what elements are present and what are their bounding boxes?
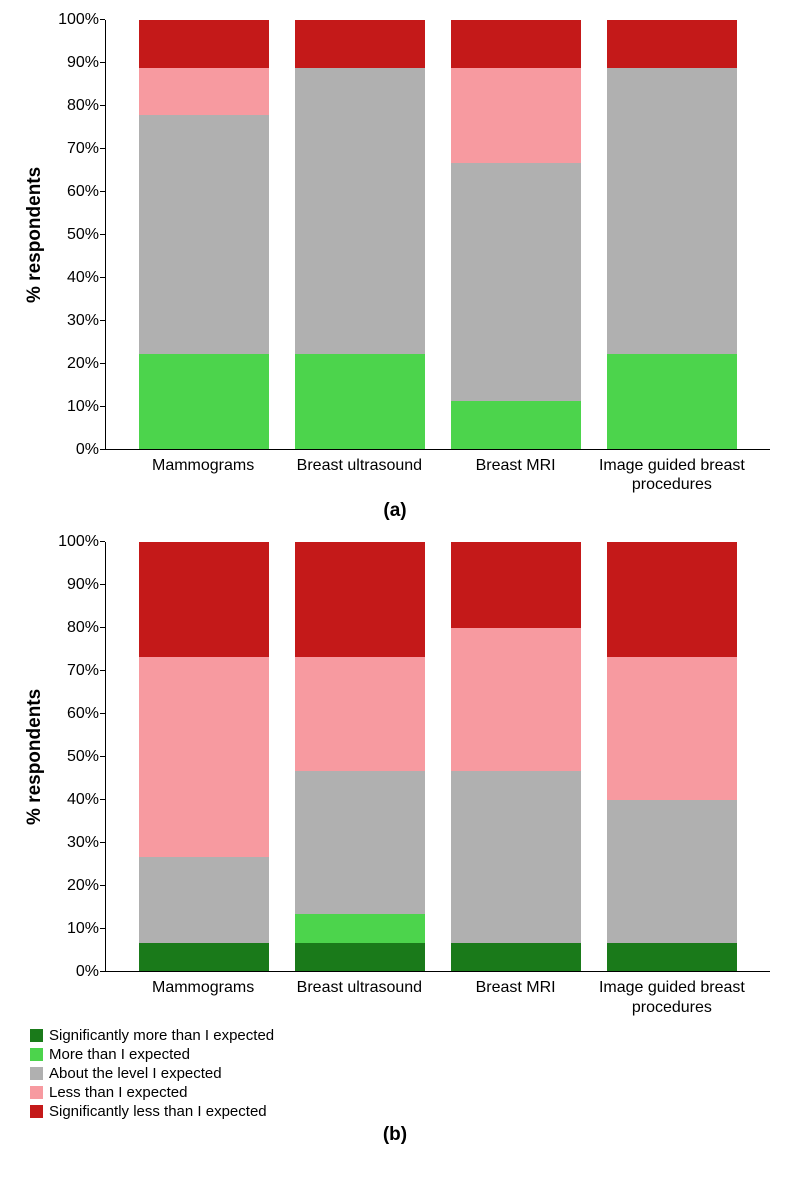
bar-segment-about — [295, 771, 425, 914]
legend-swatch — [30, 1067, 43, 1080]
chart-a-label: (a) — [20, 500, 770, 522]
xtick-label: Image guided breast procedures — [597, 456, 747, 494]
legend-label: Significantly more than I expected — [49, 1027, 274, 1044]
bar-segment-about — [295, 68, 425, 354]
bar-segment-less — [451, 628, 581, 771]
bar-segment-sig_less — [139, 20, 269, 68]
legend-label: Significantly less than I expected — [49, 1103, 267, 1120]
ytick-label: 80% — [67, 97, 99, 115]
legend-item: Less than I expected — [30, 1084, 770, 1101]
ytick-label: 70% — [67, 140, 99, 158]
legend: Significantly more than I expected More t… — [30, 1027, 770, 1120]
chart-b-yaxis: 0%10%20%30%40%50%60%70%80%90%100% — [50, 542, 105, 972]
chart-b: % respondents 0% 10% 20% 30% 40% 50% 60% 70% 80%… — [20, 542, 770, 1016]
bar-column — [139, 542, 269, 971]
chart-b-plot-area: % respondents 0%10%20%30%40%50%60%70%80%… — [20, 542, 770, 972]
bar-segment-less — [451, 68, 581, 163]
bar-segment-sig_more — [139, 943, 269, 972]
chart-b-xaxis: MammogramsBreast ultrasoundBreast MRIIma… — [105, 972, 770, 1016]
bar-segment-sig_less — [451, 20, 581, 68]
ytick-label: 60% — [67, 183, 99, 201]
bar-column — [295, 542, 425, 971]
legend-item: Significantly less than I expected — [30, 1103, 770, 1120]
bar-column — [607, 20, 737, 449]
xtick-label: Breast ultrasound — [284, 456, 434, 494]
chart-b-plot — [105, 542, 770, 972]
xtick-label: Breast MRI — [441, 456, 591, 494]
ytick-label: 90% — [67, 576, 99, 594]
ytick-label: 40% — [67, 269, 99, 287]
bar-segment-about — [139, 115, 269, 354]
xtick-label: Image guided breast procedures — [597, 978, 747, 1016]
chart-a-yaxis: 0%10%20%30%40%50%60%70%80%90%100% — [50, 20, 105, 450]
bar-segment-sig_more — [451, 943, 581, 972]
chart-b-label: (b) — [20, 1124, 770, 1146]
ytick-label: 100% — [58, 11, 99, 29]
bar-segment-more — [139, 354, 269, 449]
chart-a-ylabel: % respondents — [20, 20, 50, 450]
ytick-label: 10% — [67, 920, 99, 938]
bar-segment-about — [607, 800, 737, 943]
ytick-label: 70% — [67, 662, 99, 680]
bar-segment-less — [139, 68, 269, 116]
ytick-label: 0% — [76, 963, 99, 981]
bar-segment-more — [607, 354, 737, 449]
legend-item: About the level I expected — [30, 1065, 770, 1082]
bar-segment-sig_less — [607, 542, 737, 657]
xtick-label: Mammograms — [128, 456, 278, 494]
legend-swatch — [30, 1105, 43, 1118]
bar-segment-about — [451, 771, 581, 943]
legend-item: More than I expected — [30, 1046, 770, 1063]
bar-segment-sig_less — [607, 20, 737, 68]
legend-item: Significantly more than I expected — [30, 1027, 770, 1044]
ytick-label: 90% — [67, 54, 99, 72]
ytick-label: 10% — [67, 398, 99, 416]
bar-segment-sig_less — [295, 542, 425, 656]
bar-segment-about — [139, 857, 269, 943]
ytick-label: 60% — [67, 705, 99, 723]
bar-segment-about — [607, 68, 737, 354]
legend-label: More than I expected — [49, 1046, 190, 1063]
chart-b-ylabel: % respondents — [20, 542, 50, 972]
chart-a-xaxis: MammogramsBreast ultrasoundBreast MRIIma… — [105, 450, 770, 494]
bar-segment-less — [139, 657, 269, 857]
bar-column — [451, 542, 581, 971]
bar-segment-about — [451, 163, 581, 402]
bar-column — [139, 20, 269, 449]
legend-swatch — [30, 1086, 43, 1099]
xtick-label: Breast MRI — [441, 978, 591, 1016]
chart-a: % respondents 0% 10% 20% 30% 40% 50% 60% 70% 80%… — [20, 20, 770, 522]
ytick-label: 50% — [67, 226, 99, 244]
ytick-label: 20% — [67, 355, 99, 373]
bar-segment-sig_less — [451, 542, 581, 628]
ytick-label: 80% — [67, 619, 99, 637]
bar-segment-sig_more — [295, 943, 425, 972]
legend-label: Less than I expected — [49, 1084, 187, 1101]
bar-column — [607, 542, 737, 971]
ytick-label: 20% — [67, 877, 99, 895]
ytick-label: 50% — [67, 748, 99, 766]
bar-segment-sig_more — [607, 943, 737, 972]
ytick-label: 30% — [67, 834, 99, 852]
chart-a-plot-area: % respondents 0%10%20%30%40%50%60%70%80%… — [20, 20, 770, 450]
bar-segment-more — [295, 914, 425, 943]
xtick-label: Breast ultrasound — [284, 978, 434, 1016]
chart-a-plot — [105, 20, 770, 450]
ytick-label: 40% — [67, 791, 99, 809]
bar-column — [295, 20, 425, 449]
bar-segment-more — [451, 401, 581, 449]
xtick-label: Mammograms — [128, 978, 278, 1016]
bar-segment-sig_less — [295, 20, 425, 68]
ytick-label: 0% — [76, 441, 99, 459]
ytick-label: 100% — [58, 533, 99, 551]
legend-label: About the level I expected — [49, 1065, 222, 1082]
bar-segment-less — [607, 657, 737, 800]
legend-swatch — [30, 1048, 43, 1061]
bar-segment-more — [295, 354, 425, 449]
bar-segment-sig_less — [139, 542, 269, 656]
legend-swatch — [30, 1029, 43, 1042]
bar-segment-less — [295, 657, 425, 772]
bar-column — [451, 20, 581, 449]
ytick-label: 30% — [67, 312, 99, 330]
